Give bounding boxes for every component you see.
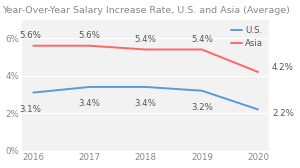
Asia <box>256 71 260 73</box>
Line: Asia: Asia <box>33 46 258 72</box>
Text: 3.2%: 3.2% <box>191 103 213 112</box>
Text: 3.1%: 3.1% <box>20 105 41 114</box>
Title: Year-Over-Year Salary Increase Rate, U.S. and Asia (Average): Year-Over-Year Salary Increase Rate, U.S… <box>2 6 290 15</box>
Asia <box>32 45 35 47</box>
Text: 3.4%: 3.4% <box>135 99 157 109</box>
U.S. <box>144 86 148 88</box>
U.S. <box>32 92 35 94</box>
Asia <box>200 49 204 51</box>
Legend: U.S., Asia: U.S., Asia <box>230 24 265 50</box>
Text: 2.2%: 2.2% <box>272 109 294 118</box>
Text: 4.2%: 4.2% <box>272 63 294 72</box>
Asia <box>144 49 148 51</box>
U.S. <box>88 86 91 88</box>
Text: 5.4%: 5.4% <box>191 35 213 44</box>
Text: 5.6%: 5.6% <box>79 31 101 40</box>
U.S. <box>200 90 204 92</box>
U.S. <box>256 108 260 110</box>
Text: 3.4%: 3.4% <box>79 99 101 109</box>
Text: 5.4%: 5.4% <box>135 35 157 44</box>
Line: U.S.: U.S. <box>33 87 258 109</box>
Asia <box>88 45 91 47</box>
Text: 5.6%: 5.6% <box>20 31 41 40</box>
